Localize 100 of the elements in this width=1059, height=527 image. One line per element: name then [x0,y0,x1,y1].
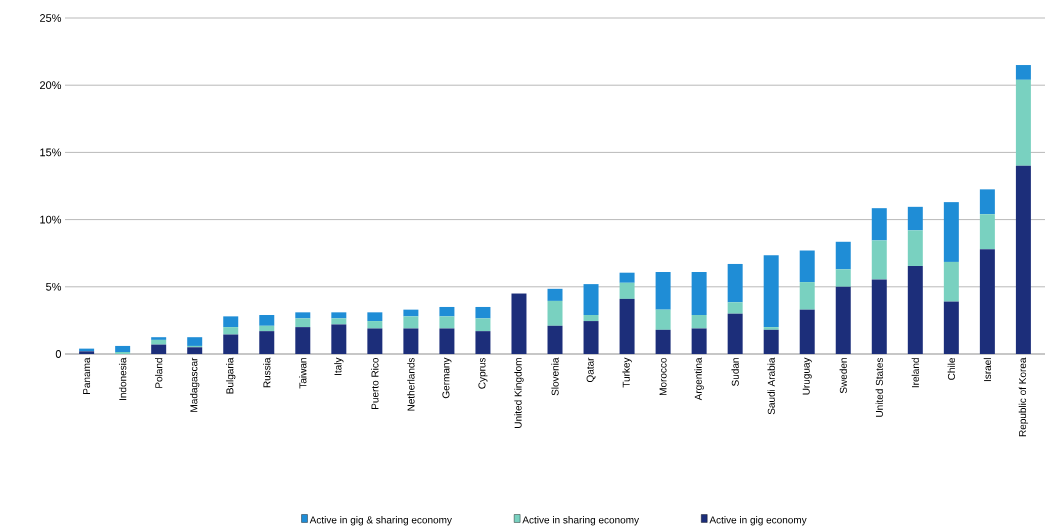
bar [871,208,887,241]
bar [655,329,671,354]
bar [367,312,383,322]
x-tick-label: Puerto Rico [371,357,379,409]
bar [907,206,923,231]
bar [475,331,491,354]
x-tick-label: Argentina [694,357,704,401]
bar [583,315,599,322]
bar [223,316,239,328]
y-tick-label: 15% [40,148,62,157]
x-tick-label: Chile [947,357,955,380]
bar [1015,79,1031,166]
x-tick-label: Republic of Korea [1018,357,1029,437]
y-tick-label: 5% [46,282,62,291]
x-tick-label: Russia [263,357,271,388]
bar [403,328,419,354]
legend-label: Active in sharing economy [522,516,640,526]
x-tick-label: Sudan [731,358,739,386]
bar [1015,65,1031,80]
bar [943,261,959,302]
x-tick-label: Slovenia [551,357,559,396]
bar [943,301,959,354]
bar [727,302,743,314]
x-tick-label: Uruguay [802,357,812,395]
bar [691,328,707,354]
bar [115,351,131,354]
legend-label: Active in gig economy [709,516,807,526]
bar [439,316,455,329]
bar [115,345,131,352]
x-tick-label: Bulgaria [226,357,236,394]
bar [331,312,347,319]
legend-label: Active in gig & sharing economy [309,516,452,526]
x-tick-label: Italy [334,357,344,375]
bar [187,347,203,354]
bar [439,306,455,317]
bar [187,337,203,346]
bar [763,327,779,330]
x-tick-label: Israel [983,358,992,382]
bar [799,309,815,354]
bar [403,316,419,329]
bar [223,334,239,354]
x-tick-label: Morocco [659,357,667,396]
bar [691,272,707,316]
x-tick-label: Netherlands [407,357,415,411]
x-tick-label: Indonesia [118,357,127,400]
x-tick-label: Taiwan [299,358,307,389]
bar [151,339,167,345]
bar [331,318,347,325]
y-tick-label: 25% [40,14,62,22]
bar [835,286,851,354]
y-tick-label: 0 [55,350,62,358]
bar [835,241,851,270]
bar [295,312,311,319]
bar [511,293,527,354]
bar [475,306,491,319]
bar [259,325,275,332]
bar [151,344,167,354]
bar [763,329,779,354]
bar [619,282,635,299]
x-tick-label: Panama [83,357,91,394]
bar [979,214,995,250]
bar [655,309,671,330]
bar [547,300,563,326]
bar [331,324,347,354]
bar [367,321,383,329]
bar [439,328,455,354]
bar [979,249,995,354]
bar [259,331,275,354]
x-tick-label: Cyprus [478,357,488,389]
x-tick-label: Sweden [839,358,847,394]
y-tick-label: 20% [40,81,62,90]
bar [727,263,743,303]
bar [1015,165,1031,354]
bar [295,318,311,328]
bar [151,337,167,340]
bar [763,255,779,328]
x-tick-label: Madagascar [190,357,200,412]
bar [295,327,311,354]
bar [799,250,815,283]
bar [907,230,923,266]
bar [583,321,599,354]
bar [727,313,743,354]
x-tick-label: Ireland [911,358,919,388]
bar [943,202,959,262]
x-tick-label: Germany [442,357,452,399]
bar [475,318,491,332]
bar [799,282,815,310]
bar [691,315,707,329]
x-tick-label: Qatar [586,357,596,383]
bar [871,279,887,354]
bar [835,269,851,287]
x-tick-label: Poland [155,358,163,388]
bar [655,272,671,310]
bar [907,265,923,354]
bar [871,240,887,280]
bar [583,284,599,316]
bar [259,315,275,326]
x-tick-label: Turkey [622,357,632,388]
bar [619,298,635,354]
bar [979,189,995,215]
